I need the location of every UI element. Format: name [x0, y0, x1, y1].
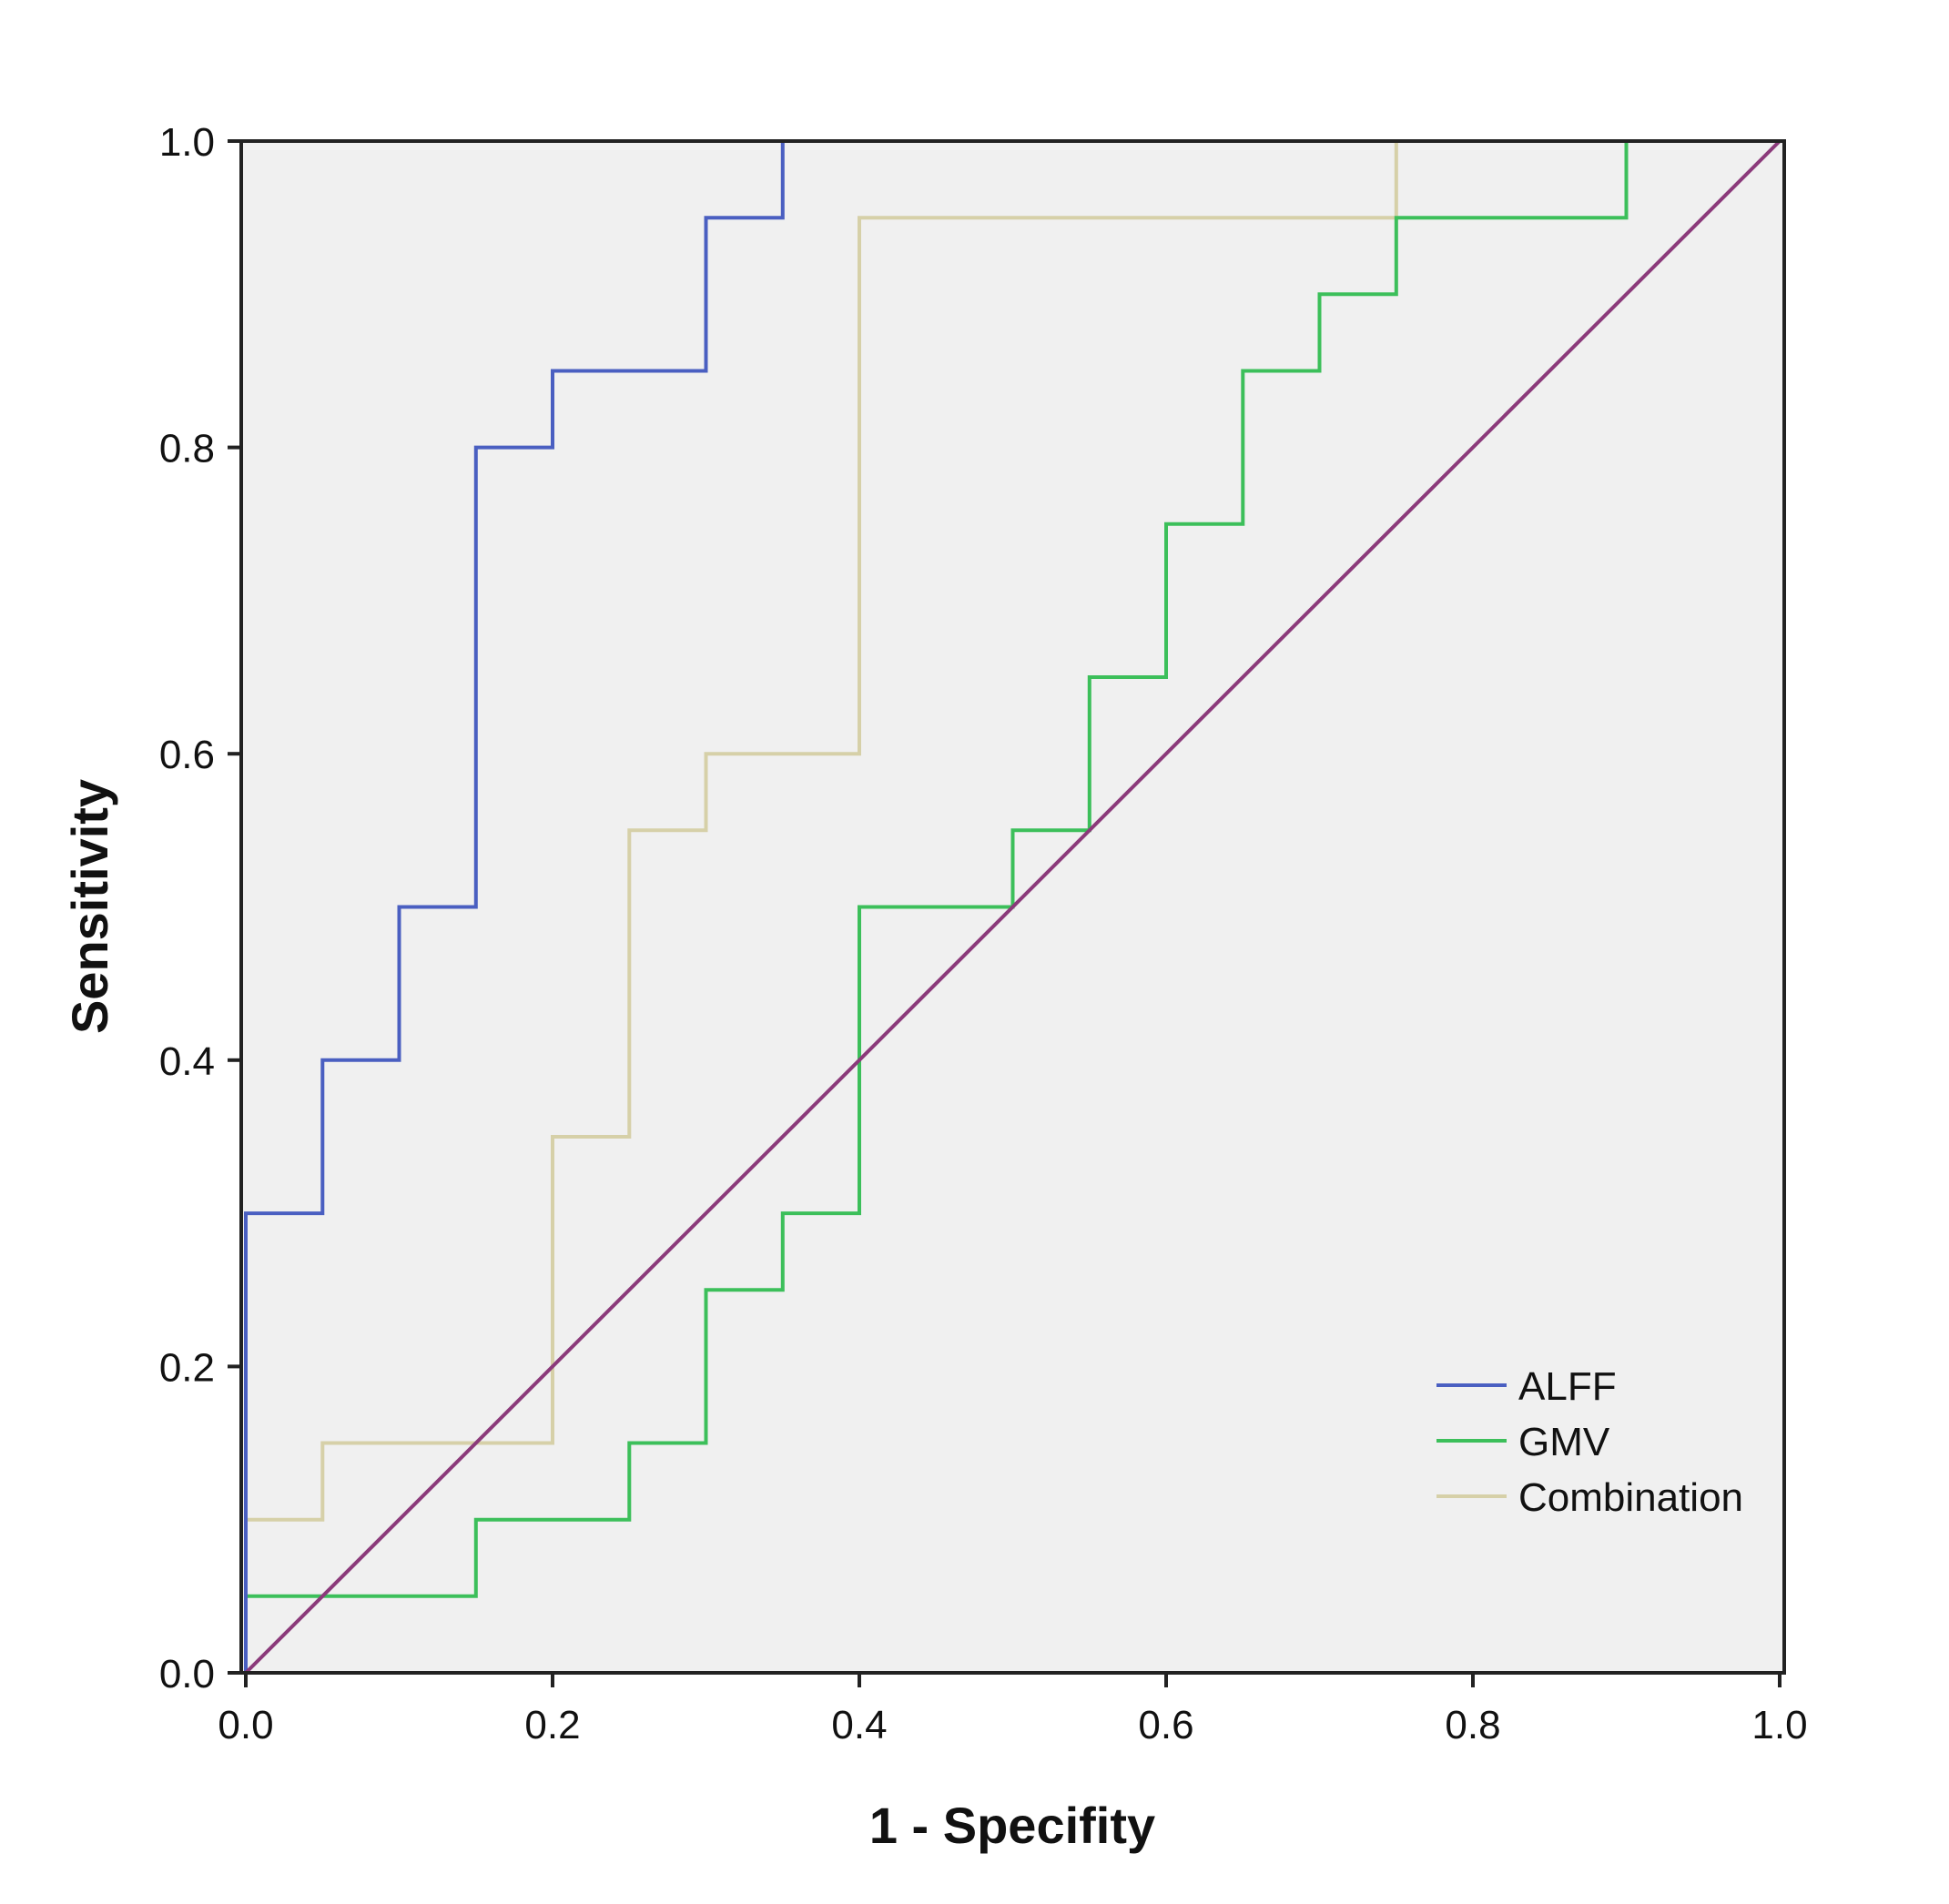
x-axis-title: 1 - Specifity — [869, 1797, 1155, 1854]
y-tick-label: 0.2 — [159, 1345, 215, 1390]
x-tick-label: 0.8 — [1445, 1703, 1500, 1747]
x-axis-ticks: 0.0 0.2 0.4 0.6 0.8 1.0 — [218, 1673, 1808, 1747]
legend: ALFF GMV Combination — [1436, 1364, 1743, 1520]
y-tick-label: 0.0 — [159, 1652, 215, 1696]
series-lines — [244, 139, 1782, 1675]
legend-label-gmv: GMV — [1518, 1420, 1610, 1464]
y-tick-label: 0.8 — [159, 427, 215, 471]
x-tick-label: 0.4 — [831, 1703, 887, 1747]
legend-label-combination: Combination — [1518, 1475, 1743, 1520]
plot-area-frame — [239, 139, 1786, 1675]
y-tick-label: 0.4 — [159, 1039, 215, 1084]
y-axis-ticks: 0.0 0.2 0.4 0.6 0.8 1.0 — [159, 120, 241, 1696]
reference-diagonal-line — [244, 139, 1782, 1675]
series-line-gmv — [244, 139, 1780, 1673]
legend-label-alff: ALFF — [1518, 1364, 1617, 1409]
series-line-combination — [244, 139, 1780, 1673]
x-tick-label: 0.0 — [218, 1703, 273, 1747]
y-tick-label: 0.6 — [159, 733, 215, 777]
y-axis-title: Sensitivity — [61, 779, 118, 1034]
x-tick-label: 1.0 — [1751, 1703, 1807, 1747]
x-tick-label: 0.2 — [524, 1703, 580, 1747]
x-tick-label: 0.6 — [1138, 1703, 1193, 1747]
series-line-alff — [244, 139, 1780, 1673]
y-tick-label: 1.0 — [159, 120, 215, 165]
